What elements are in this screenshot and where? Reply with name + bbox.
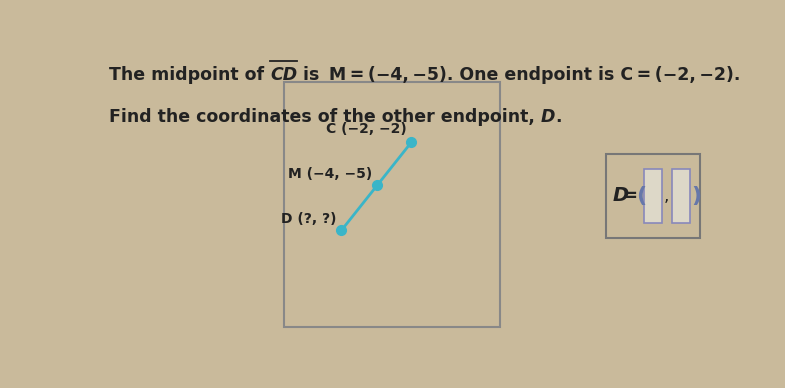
FancyBboxPatch shape <box>672 169 690 223</box>
Text: D: D <box>541 108 555 126</box>
Text: is  M = (−4, −5). One endpoint is C = (−2, −2).: is M = (−4, −5). One endpoint is C = (−2… <box>298 66 741 84</box>
Text: ): ) <box>692 186 702 206</box>
Text: ,: , <box>663 187 669 205</box>
FancyBboxPatch shape <box>283 82 499 327</box>
FancyBboxPatch shape <box>644 169 662 223</box>
FancyBboxPatch shape <box>606 154 700 238</box>
Text: =: = <box>623 187 644 205</box>
Text: (: ( <box>637 186 647 206</box>
Text: The midpoint of: The midpoint of <box>109 66 270 84</box>
Text: Find the coordinates of the other endpoint,: Find the coordinates of the other endpoi… <box>109 108 541 126</box>
Text: C (−2, −2): C (−2, −2) <box>326 122 407 136</box>
Text: D (?, ?): D (?, ?) <box>281 212 337 226</box>
Text: CD: CD <box>270 66 298 84</box>
Text: M (−4, −5): M (−4, −5) <box>287 167 372 181</box>
Text: .: . <box>555 108 562 126</box>
Text: D: D <box>612 187 629 205</box>
